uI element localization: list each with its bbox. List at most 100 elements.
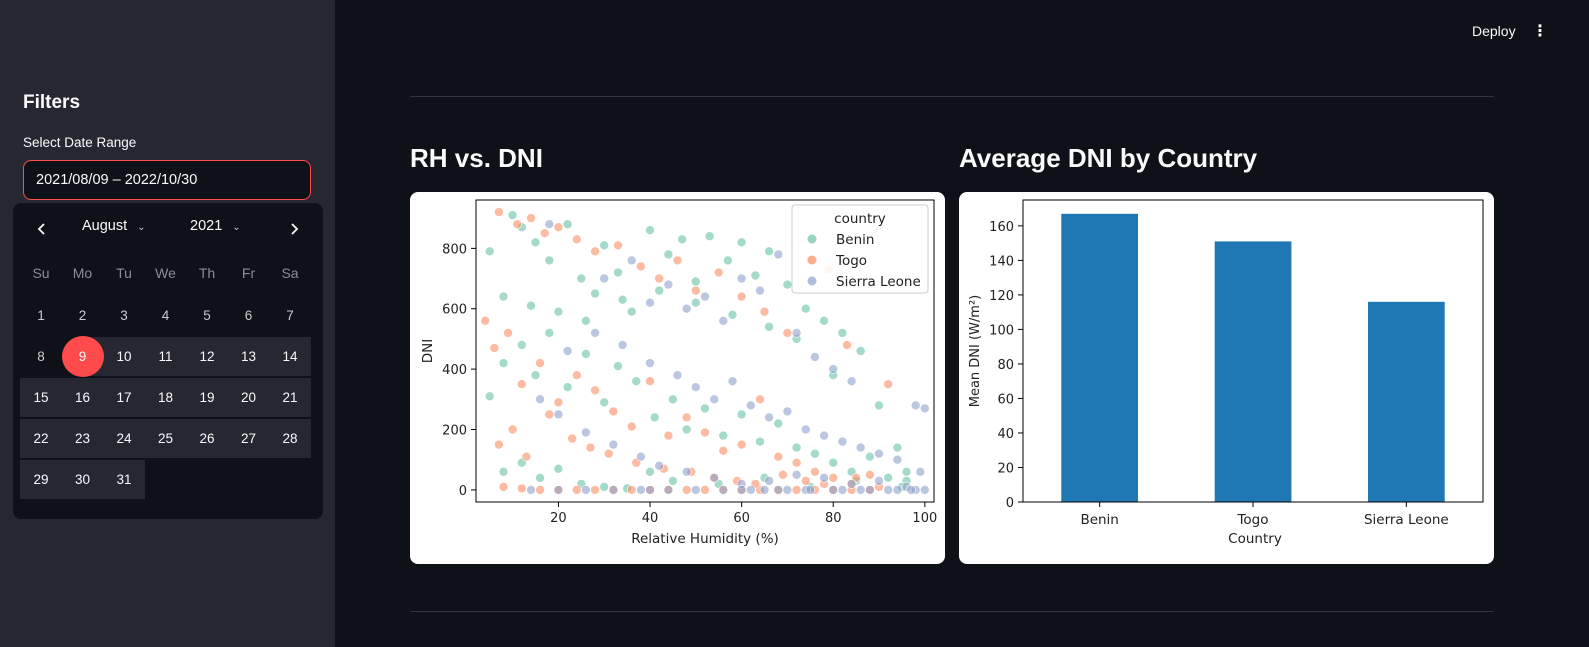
scatter-chart: 20 40 60 80 100 0 200 400 600 800 Relative Humidit… — [420, 199, 937, 547]
calendar-day[interactable]: 30 — [74, 472, 91, 487]
scatter-point — [590, 328, 600, 338]
scatter-title: RH vs. DNI — [410, 143, 543, 173]
scatter-point — [727, 310, 738, 320]
calendar-day-selected[interactable]: 9 — [61, 336, 104, 377]
calendar-day[interactable]: 22 — [33, 431, 49, 446]
scatter-point — [723, 255, 733, 266]
scatter-point — [539, 228, 550, 239]
date-range-input[interactable]: 2021/08/09 – 2022/10/30 — [23, 160, 311, 200]
y-tick-label: 160 — [989, 220, 1014, 235]
scatter-point — [883, 485, 894, 495]
next-month-icon[interactable] — [280, 215, 308, 243]
scatter-point — [645, 466, 655, 477]
deploy-button[interactable]: Deploy — [1472, 23, 1516, 39]
calendar-day[interactable]: 20 — [240, 390, 257, 405]
calendar-day[interactable]: 11 — [158, 349, 173, 364]
scatter-point — [718, 430, 729, 441]
scatter-point — [901, 466, 912, 477]
scatter-point — [645, 485, 655, 495]
scatter-point — [782, 279, 793, 290]
range-highlight — [103, 460, 145, 499]
plot-frame — [475, 199, 935, 503]
scatter-point — [599, 397, 609, 408]
kebab-menu-icon[interactable]: ⋮ — [1532, 23, 1548, 40]
scatter-point — [773, 451, 784, 462]
bar — [1214, 241, 1292, 502]
calendar-day[interactable]: 16 — [74, 390, 91, 405]
scatter-point — [668, 394, 678, 405]
previous-month-icon[interactable] — [28, 215, 56, 243]
month-select[interactable]: August ⌄ — [82, 218, 146, 234]
calendar-day[interactable]: 12 — [199, 349, 215, 364]
month-label: August — [82, 218, 128, 234]
scatter-point — [800, 476, 811, 486]
calendar-day[interactable]: 3 — [120, 308, 128, 323]
calendar-day[interactable]: 21 — [282, 390, 298, 405]
scatter-point — [608, 439, 619, 450]
calendar-day[interactable]: 17 — [116, 390, 132, 405]
calendar-day[interactable]: 1 — [37, 308, 45, 323]
calendar-day[interactable]: 5 — [203, 308, 211, 323]
bar — [1061, 213, 1138, 503]
scatter-point — [700, 485, 710, 495]
scatter-chart-card: 20 40 60 80 100 0 200 400 600 800 Relative Humidit… — [410, 192, 945, 564]
scatter-point — [773, 418, 784, 429]
scatter-point — [919, 403, 930, 414]
scatter-point — [498, 482, 509, 492]
calendar-day[interactable]: 18 — [157, 390, 174, 405]
scatter-point — [855, 485, 866, 495]
calendar-day[interactable]: 19 — [199, 390, 215, 405]
scatter-point — [700, 291, 710, 302]
calendar-day[interactable]: 28 — [282, 431, 298, 446]
y-tick-label: 60 — [997, 392, 1014, 407]
y-tick-label: 120 — [989, 289, 1014, 304]
scatter-point — [883, 472, 894, 483]
range-highlight — [186, 419, 228, 458]
scatter-point — [810, 448, 820, 459]
weekday-label: Tu — [116, 265, 132, 281]
calendar-day[interactable]: 10 — [116, 349, 132, 364]
range-highlight — [103, 419, 145, 458]
calendar-day[interactable]: 4 — [161, 308, 170, 323]
calendar-day[interactable]: 25 — [157, 431, 174, 446]
calendar-day[interactable]: 27 — [240, 431, 257, 446]
sidebar-title: Filters — [23, 92, 81, 113]
scatter-point — [581, 316, 591, 326]
calendar-day[interactable]: 31 — [116, 472, 132, 487]
calendar-day[interactable]: 26 — [199, 431, 215, 446]
calendar-day[interactable]: 14 — [282, 349, 298, 364]
range-highlight — [103, 337, 145, 376]
x-tick-label: 20 — [550, 511, 567, 526]
calendar-day[interactable]: 15 — [33, 390, 49, 405]
x-tick-label: Togo — [1236, 512, 1268, 528]
range-highlight — [186, 378, 228, 417]
scatter-point — [617, 294, 628, 305]
range-highlight — [227, 378, 270, 417]
calendar-day[interactable]: 24 — [116, 431, 132, 446]
range-highlight — [20, 378, 62, 417]
year-select[interactable]: 2021 ⌄ — [190, 218, 241, 234]
scatter-point — [672, 370, 683, 380]
scatter-point — [805, 485, 816, 495]
scatter-point — [915, 466, 926, 477]
scatter-point — [690, 485, 701, 495]
scatter-point — [819, 430, 829, 441]
range-highlight — [144, 337, 187, 376]
calendar-day[interactable]: 2 — [78, 308, 87, 323]
scatter-point — [791, 469, 802, 480]
calendar-day[interactable]: 29 — [33, 472, 49, 487]
y-tick-label: 40 — [997, 427, 1014, 442]
scatter-point — [517, 340, 527, 350]
scatter-point — [855, 442, 866, 453]
plot-frame — [1022, 199, 1484, 503]
scatter-point — [526, 213, 536, 223]
calendar-day[interactable]: 13 — [240, 349, 257, 364]
calendar-day[interactable]: 8 — [37, 349, 45, 364]
scatter-point — [663, 485, 674, 495]
y-tick-label: 0 — [1006, 496, 1014, 511]
calendar-day[interactable]: 6 — [244, 308, 253, 323]
calendar-day[interactable]: 23 — [74, 431, 91, 446]
legend-marker — [807, 234, 817, 244]
calendar-day[interactable]: 7 — [286, 308, 294, 323]
scatter-point — [846, 479, 857, 489]
